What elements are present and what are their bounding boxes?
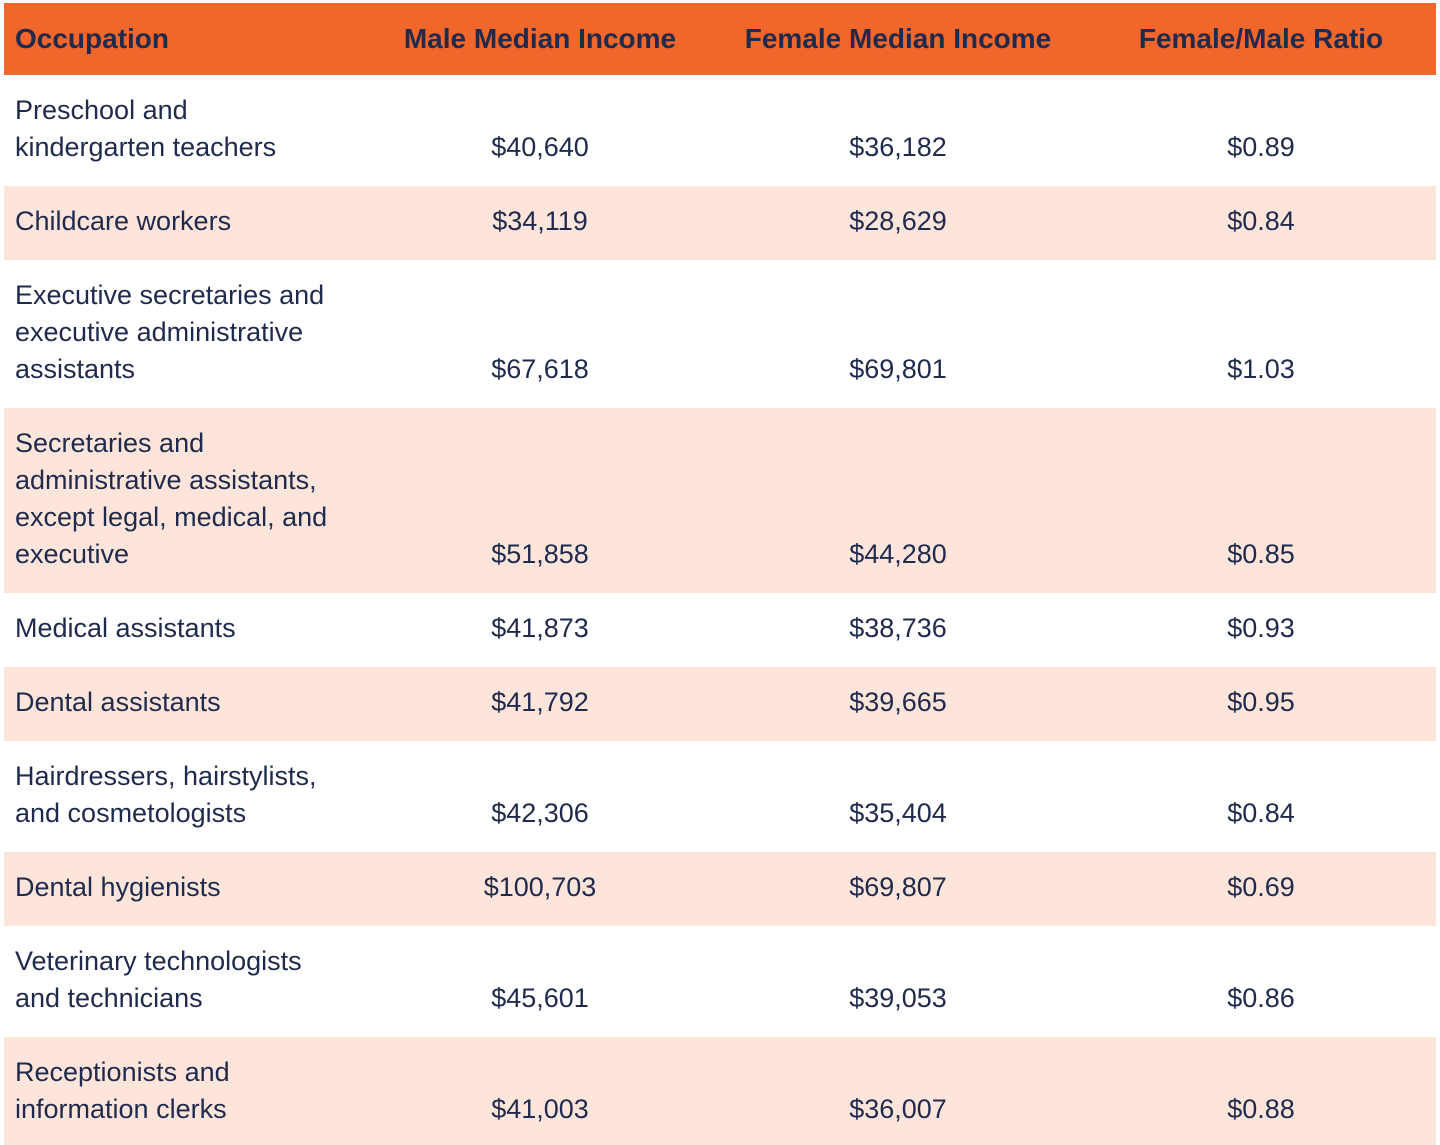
male-income-cell: $67,618 [491, 354, 589, 384]
occupation-cell: Hairdressers, hairstylists, and cosmetol… [15, 761, 317, 828]
column-header-female-median-income: Female Median Income [710, 3, 1086, 75]
income-table: Occupation Male Median Income Female Med… [4, 3, 1436, 1145]
ratio-cell: $0.86 [1227, 983, 1295, 1013]
header-row: Occupation Male Median Income Female Med… [4, 3, 1436, 75]
female-income-cell: $38,736 [849, 613, 947, 643]
ratio-cell: $0.93 [1227, 613, 1295, 643]
occupation-cell: Receptionists and information clerks [15, 1057, 230, 1124]
occupation-cell: Dental assistants [15, 687, 221, 717]
table-row: Dental assistants $41,792 $39,665 $0.95 [4, 667, 1436, 741]
male-income-cell: $51,858 [491, 539, 589, 569]
ratio-cell: $1.03 [1227, 354, 1295, 384]
table-row: Medical assistants $41,873 $38,736 $0.93 [4, 593, 1436, 667]
male-income-cell: $41,873 [491, 613, 589, 643]
male-income-cell: $42,306 [491, 798, 589, 828]
column-header-occupation: Occupation [4, 3, 370, 75]
table-row: Preschool and kindergarten teachers $40,… [4, 75, 1436, 186]
page: Occupation Male Median Income Female Med… [0, 3, 1440, 1145]
table-row: Receptionists and information clerks $41… [4, 1037, 1436, 1145]
female-income-cell: $35,404 [849, 798, 947, 828]
occupation-cell: Childcare workers [15, 206, 232, 236]
female-income-cell: $39,665 [849, 687, 947, 717]
occupation-cell: Dental hygienists [15, 872, 221, 902]
male-income-cell: $45,601 [491, 983, 589, 1013]
column-header-female-male-ratio: Female/Male Ratio [1086, 3, 1436, 75]
male-income-cell: $40,640 [491, 132, 589, 162]
ratio-cell: $0.84 [1227, 798, 1295, 828]
female-income-cell: $69,807 [849, 872, 947, 902]
ratio-cell: $0.69 [1227, 872, 1295, 902]
table-row: Secretaries and administrative assistant… [4, 408, 1436, 593]
ratio-cell: $0.95 [1227, 687, 1295, 717]
female-income-cell: $69,801 [849, 354, 947, 384]
female-income-cell: $44,280 [849, 539, 947, 569]
table-row: Veterinary technologists and technicians… [4, 926, 1436, 1037]
ratio-cell: $0.88 [1227, 1094, 1295, 1124]
occupation-cell: Executive secretaries and executive admi… [15, 280, 325, 384]
occupation-cell: Veterinary technologists and technicians [15, 946, 302, 1013]
female-income-cell: $36,182 [849, 132, 947, 162]
ratio-cell: $0.89 [1227, 132, 1295, 162]
male-income-cell: $34,119 [492, 206, 588, 236]
table-row: Hairdressers, hairstylists, and cosmetol… [4, 741, 1436, 852]
occupation-cell: Secretaries and administrative assistant… [15, 428, 328, 569]
table-row: Childcare workers $34,119 $28,629 $0.84 [4, 186, 1436, 260]
column-header-male-median-income: Male Median Income [370, 3, 710, 75]
female-income-cell: $28,629 [849, 206, 947, 236]
table-row: Executive secretaries and executive admi… [4, 260, 1436, 408]
female-income-cell: $39,053 [849, 983, 947, 1013]
occupation-cell: Preschool and kindergarten teachers [15, 95, 277, 162]
male-income-cell: $41,792 [491, 687, 589, 717]
table-row: Dental hygienists $100,703 $69,807 $0.69 [4, 852, 1436, 926]
ratio-cell: $0.85 [1227, 539, 1295, 569]
occupation-cell: Medical assistants [15, 613, 236, 643]
female-income-cell: $36,007 [849, 1094, 947, 1124]
ratio-cell: $0.84 [1227, 206, 1295, 236]
male-income-cell: $100,703 [483, 872, 597, 902]
male-income-cell: $41,003 [491, 1094, 589, 1124]
